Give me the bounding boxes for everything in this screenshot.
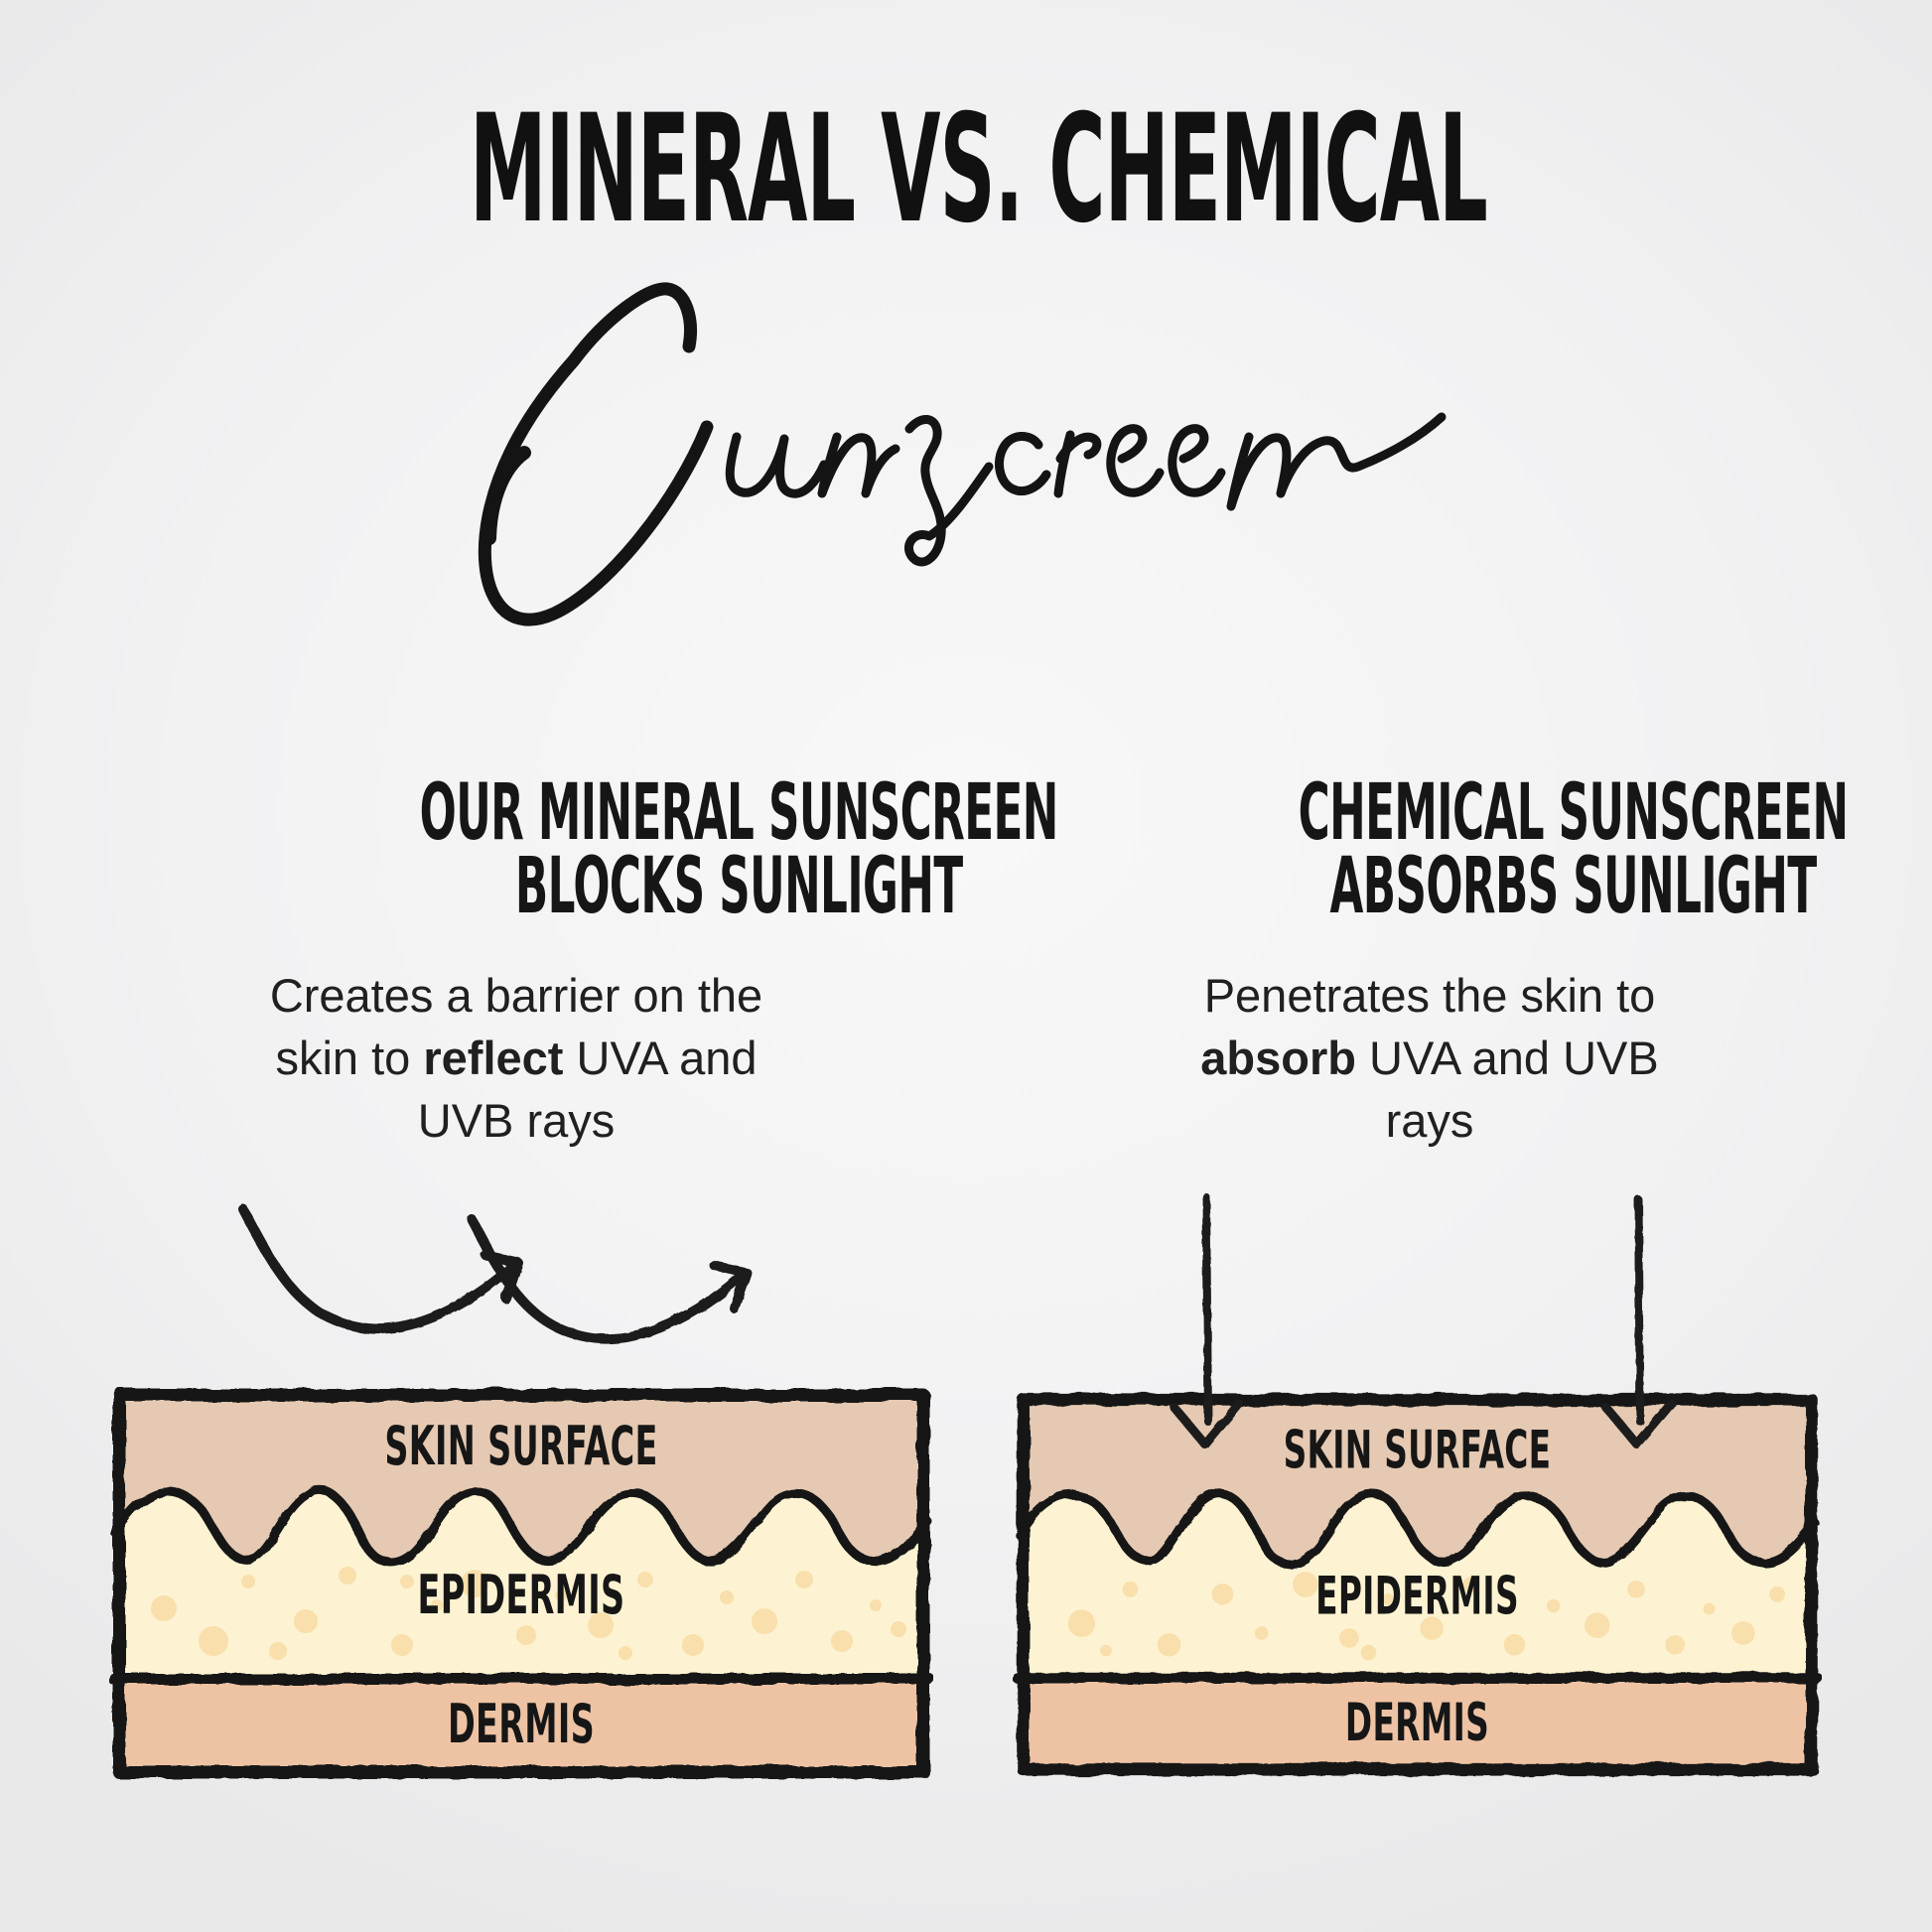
skin-surface-label: SKIN SURFACE (384, 1415, 657, 1478)
mineral-description-pre: Creates a barrier on the skin to (269, 969, 763, 1085)
dermis-layer (119, 1681, 923, 1768)
chemical-column: CHEMICAL SUNSCREEN ABSORBS SUNLIGHT Pene… (1082, 774, 1849, 1153)
script-strokes (478, 282, 1447, 626)
epidermis-label: EPIDERMIS (1315, 1566, 1519, 1626)
script-word-sunscreen: Sunscreen (478, 282, 1447, 626)
chemical-heading: CHEMICAL SUNSCREEN ABSORBS SUNLIGHT (1082, 774, 1849, 925)
mineral-description-post: UVA and UVB rays (417, 1032, 758, 1148)
diagram-outlines (1013, 1393, 1822, 1776)
chemical-description: Penetrates the skin to absorb UVA and UV… (1181, 965, 1678, 1153)
chemical-heading-line1: CHEMICAL SUNSCREEN (1298, 768, 1849, 858)
absorb-arrows-icon (1170, 1193, 1676, 1449)
page-title: MINERAL VS. CHEMICAL (0, 95, 1932, 244)
epidermis-dots (1067, 1572, 1785, 1661)
mineral-description-bold: reflect (423, 1032, 564, 1085)
reflect-arrows-icon (238, 1204, 752, 1344)
epidermis-dots (151, 1567, 906, 1660)
diagram-outlines (109, 1388, 933, 1779)
chemical-description-bold: absorb (1200, 1032, 1356, 1085)
dermis-label: DERMIS (448, 1693, 595, 1756)
epidermis-layer (115, 1493, 927, 1681)
mineral-description: Creates a barrier on the skin to reflect… (253, 965, 779, 1153)
skin-surface-label: SKIN SURFACE (1284, 1420, 1552, 1480)
chemical-skin-diagram: SKIN SURFACE EPIDERMIS DERMIS (1013, 1393, 1822, 1776)
dermis-layer (1023, 1680, 1812, 1766)
chemical-description-post: UVA and UVB rays (1355, 1032, 1659, 1148)
mineral-heading: OUR MINERAL SUNSCREEN BLOCKS SUNLIGHT (169, 774, 1059, 925)
chemical-description-pre: Penetrates the skin to (1203, 969, 1656, 1023)
page-title-text: MINERAL VS. CHEMICAL (469, 83, 1488, 256)
mineral-skin-diagram: SKIN SURFACE EPIDERMIS DERMIS (109, 1388, 933, 1779)
mineral-heading-line1: OUR MINERAL SUNSCREEN (419, 768, 1059, 858)
epidermis-label: EPIDERMIS (418, 1564, 625, 1627)
chemical-heading-line2: ABSORBS SUNLIGHT (1329, 842, 1817, 932)
dermis-label: DERMIS (1345, 1693, 1489, 1753)
epidermis-layer (1019, 1496, 1816, 1681)
mineral-heading-line2: BLOCKS SUNLIGHT (514, 842, 963, 932)
mineral-column: OUR MINERAL SUNSCREEN BLOCKS SUNLIGHT Cr… (169, 774, 1059, 1153)
